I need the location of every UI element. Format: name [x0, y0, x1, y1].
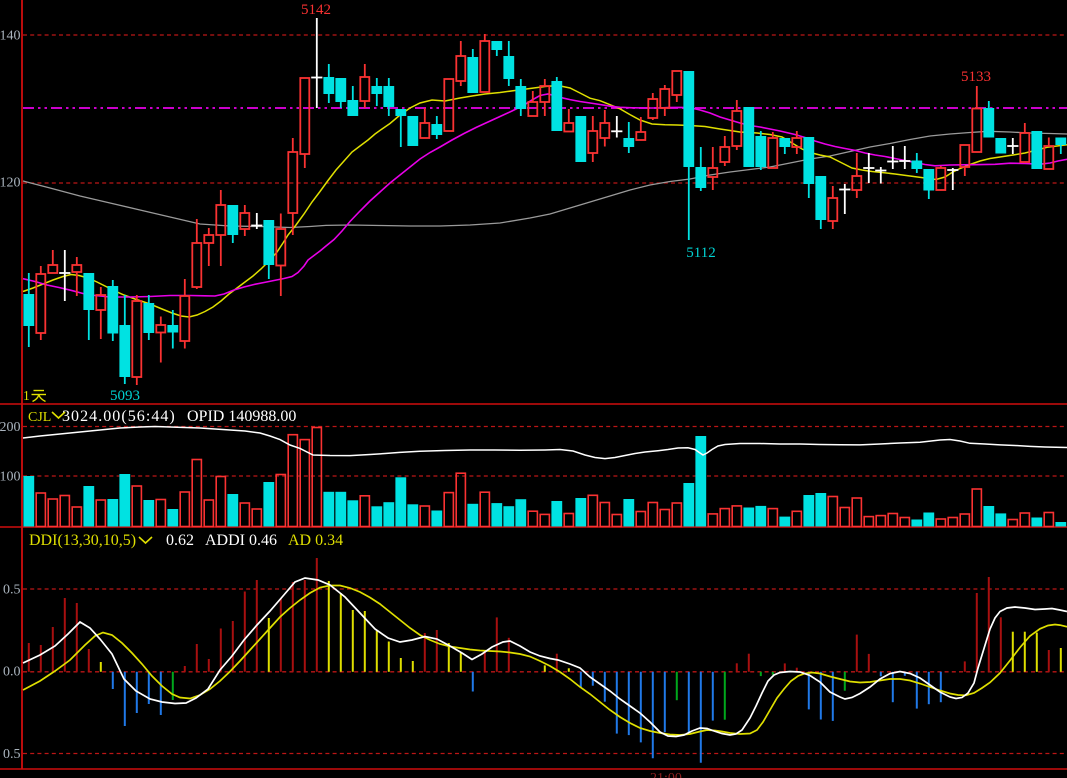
- svg-text:0.5: 0.5: [3, 583, 21, 598]
- svg-text:5142: 5142: [301, 2, 331, 18]
- svg-text:0.62: 0.62: [166, 532, 194, 549]
- svg-text:3024.00(56:44): 3024.00(56:44): [62, 408, 176, 425]
- svg-text:5133: 5133: [961, 69, 991, 85]
- svg-text:5093: 5093: [110, 388, 140, 404]
- svg-text:5112: 5112: [686, 245, 715, 261]
- svg-text:0.0: 0.0: [3, 665, 21, 680]
- svg-text:OPID 140988.00: OPID 140988.00: [187, 408, 296, 425]
- svg-text:AD 0.34: AD 0.34: [288, 532, 343, 549]
- svg-text:DDI(13,30,10,5): DDI(13,30,10,5): [29, 532, 136, 549]
- svg-text:0.5: 0.5: [3, 747, 21, 762]
- svg-text:ADDI 0.46: ADDI 0.46: [205, 532, 277, 549]
- svg-text:100: 100: [0, 470, 21, 485]
- svg-text:200: 200: [0, 420, 21, 435]
- svg-text:1: 1: [23, 388, 30, 403]
- svg-text:120: 120: [0, 176, 21, 191]
- svg-text:140: 140: [0, 29, 21, 44]
- svg-text:21:00: 21:00: [650, 771, 682, 778]
- svg-text:CJL: CJL: [28, 410, 51, 425]
